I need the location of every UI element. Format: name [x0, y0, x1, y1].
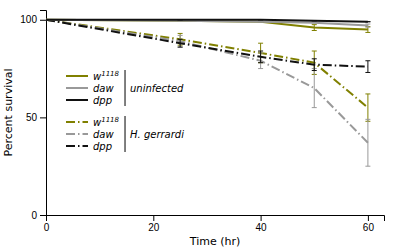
chart: 0204060050100w1118dawdppuninfectedw1118d… [0, 0, 400, 249]
legend-swatch [66, 121, 88, 123]
line [46, 20, 368, 26]
error-bar [312, 25, 317, 31]
series [46, 20, 370, 122]
error-bar [365, 94, 370, 121]
x-axis: 0 20 40 60 [44, 215, 385, 233]
error-bar [46, 19, 49, 20]
tick-label: 40 [256, 222, 268, 233]
legend-label: dpp [93, 141, 112, 152]
legend-label: daw [93, 129, 114, 140]
legend-item: dpp [66, 141, 112, 152]
legend: w1118dawdppuninfectedw1118dawdppH. gerra… [66, 70, 184, 153]
error-bar [258, 21, 263, 22]
axis-line [47, 216, 385, 222]
annotation: H. gerrardi [130, 129, 184, 140]
tick-mark [40, 215, 46, 216]
error-bar [312, 51, 317, 74]
legend-item: w1118 [66, 116, 120, 128]
error-bar [46, 19, 49, 20]
tick-label: 60 [363, 222, 375, 233]
line [46, 20, 368, 143]
error-bar [258, 21, 263, 22]
legend-bracket [125, 116, 126, 152]
legend-item: dpp [66, 95, 112, 106]
tick-label: 0 [44, 222, 50, 233]
error-bar [46, 19, 49, 20]
error-bar [365, 24, 370, 27]
tick: 60 [363, 215, 375, 233]
error-bar [312, 22, 317, 23]
plot: 0204060050100w1118dawdppuninfectedw1118d… [20, 11, 384, 234]
error-bar [312, 69, 317, 108]
line [46, 20, 368, 30]
tick: 100 [20, 14, 46, 25]
error-bar [365, 119, 370, 166]
series [46, 20, 370, 166]
legend-item: daw [66, 83, 114, 94]
tick-mark [368, 215, 369, 221]
legend-swatch [66, 87, 88, 89]
y-axis-title: Percent survival [2, 69, 15, 157]
legend-bracket [125, 70, 126, 106]
series [46, 20, 370, 27]
error-bar [365, 21, 370, 22]
tick: 0 [31, 210, 46, 221]
tick-label: 50 [26, 112, 38, 123]
error-bar [46, 19, 49, 20]
error-bar [258, 19, 263, 20]
series [46, 20, 370, 33]
series [46, 20, 370, 73]
error-bar [258, 51, 263, 63]
legend-item: w1118 [66, 70, 120, 82]
tick-mark [40, 117, 46, 118]
error-bar [178, 39, 183, 47]
legend-item: daw [66, 129, 114, 140]
tick-label: 0 [31, 210, 37, 221]
error-bar [178, 35, 183, 47]
axis-line [40, 11, 47, 216]
tick: 50 [26, 112, 46, 123]
legend-swatch [66, 75, 88, 77]
tick-mark [40, 20, 46, 21]
tick: 40 [256, 215, 268, 233]
y-axis: 0 50 100 [20, 11, 46, 221]
legend-swatch [66, 99, 88, 101]
legend-label: w1118 [93, 116, 120, 128]
error-bar [46, 19, 49, 20]
error-bar [365, 61, 370, 73]
tick-mark [153, 215, 154, 221]
annotation: uninfected [130, 83, 184, 94]
legend-label: daw [93, 83, 114, 94]
marks [46, 20, 370, 166]
legend-swatch [66, 133, 88, 135]
legend-label: w1118 [93, 70, 120, 82]
tick-mark [261, 215, 262, 221]
tick-label: 100 [20, 14, 37, 25]
legend-label: dpp [93, 95, 112, 106]
tick: 0 [44, 215, 50, 233]
error-bar [312, 59, 317, 71]
line [46, 20, 368, 67]
error-bar [178, 19, 183, 20]
error-bar [312, 20, 317, 21]
line [46, 20, 368, 22]
tick-label: 20 [148, 222, 160, 233]
tick: 20 [148, 215, 160, 233]
legend-swatch [66, 145, 88, 147]
error-bar [46, 19, 49, 20]
series [46, 20, 370, 22]
x-axis-title: Time (hr) [189, 235, 241, 248]
